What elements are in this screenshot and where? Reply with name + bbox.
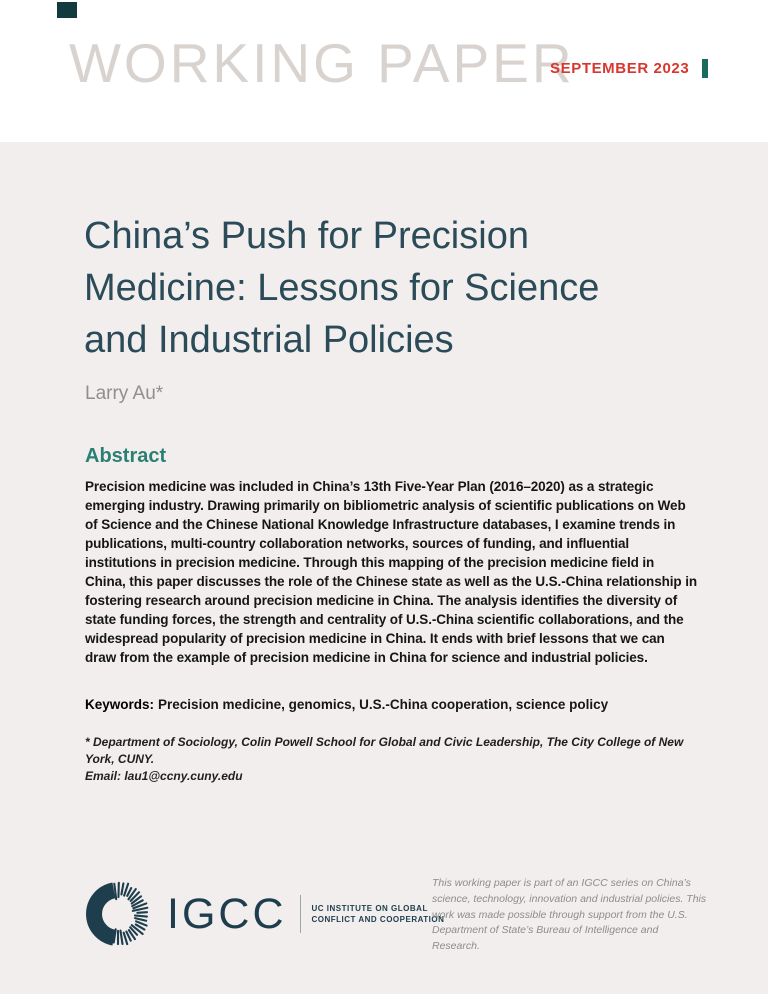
header-band: WORKING PAPER SEPTEMBER 2023 [0,0,768,142]
issue-date: SEPTEMBER 2023 [550,60,690,77]
paper-title-line-3: and Industrial Policies [84,319,454,361]
footnote-line-1: * Department of Sociology, Colin Powell … [85,735,684,766]
author-footnote: * Department of Sociology, Colin Powell … [85,734,690,785]
logo-label-line-1: UC INSTITUTE ON GLOBAL [311,904,428,913]
keywords-label: Keywords: [85,697,155,712]
cover-content: China’s Push for Precision Medicine: Les… [0,142,768,994]
abstract-text: Precision medicine was included in China… [85,479,698,665]
igcc-logo-label: UC INSTITUTE ON GLOBAL CONFLICT AND COOP… [312,903,445,925]
footnote-line-2: Email: lau1@ccny.cuny.edu [85,769,243,783]
keywords-text: Precision medicine, genomics, U.S.-China… [158,697,609,712]
paper-title-line-2: Medicine: Lessons for Science [84,267,600,309]
igcc-logo-mark-icon [86,881,149,946]
issue-date-row: SEPTEMBER 2023 [550,59,709,78]
working-paper-kicker: WORKING PAPER [69,32,575,94]
keywords-line: Keywords: Precision medicine, genomics, U… [85,695,697,714]
paper-title: China’s Push for Precision Medicine: Les… [84,210,599,366]
logo-label-line-2: CONFLICT AND COOPERATION [311,915,445,924]
paper-title-line-1: China’s Push for Precision [84,215,529,257]
date-accent-bar [702,59,709,78]
logo-divider [299,895,301,933]
abstract-heading: Abstract [85,445,167,467]
corner-mark [57,2,77,18]
igcc-logo: IGCC UC INSTITUTE ON GLOBAL CONFLICT AND… [84,880,444,948]
igcc-wordmark: IGCC [167,889,287,938]
author-name: Larry Au* [85,383,164,404]
series-note: This working paper is part of an IGCC se… [432,877,707,953]
